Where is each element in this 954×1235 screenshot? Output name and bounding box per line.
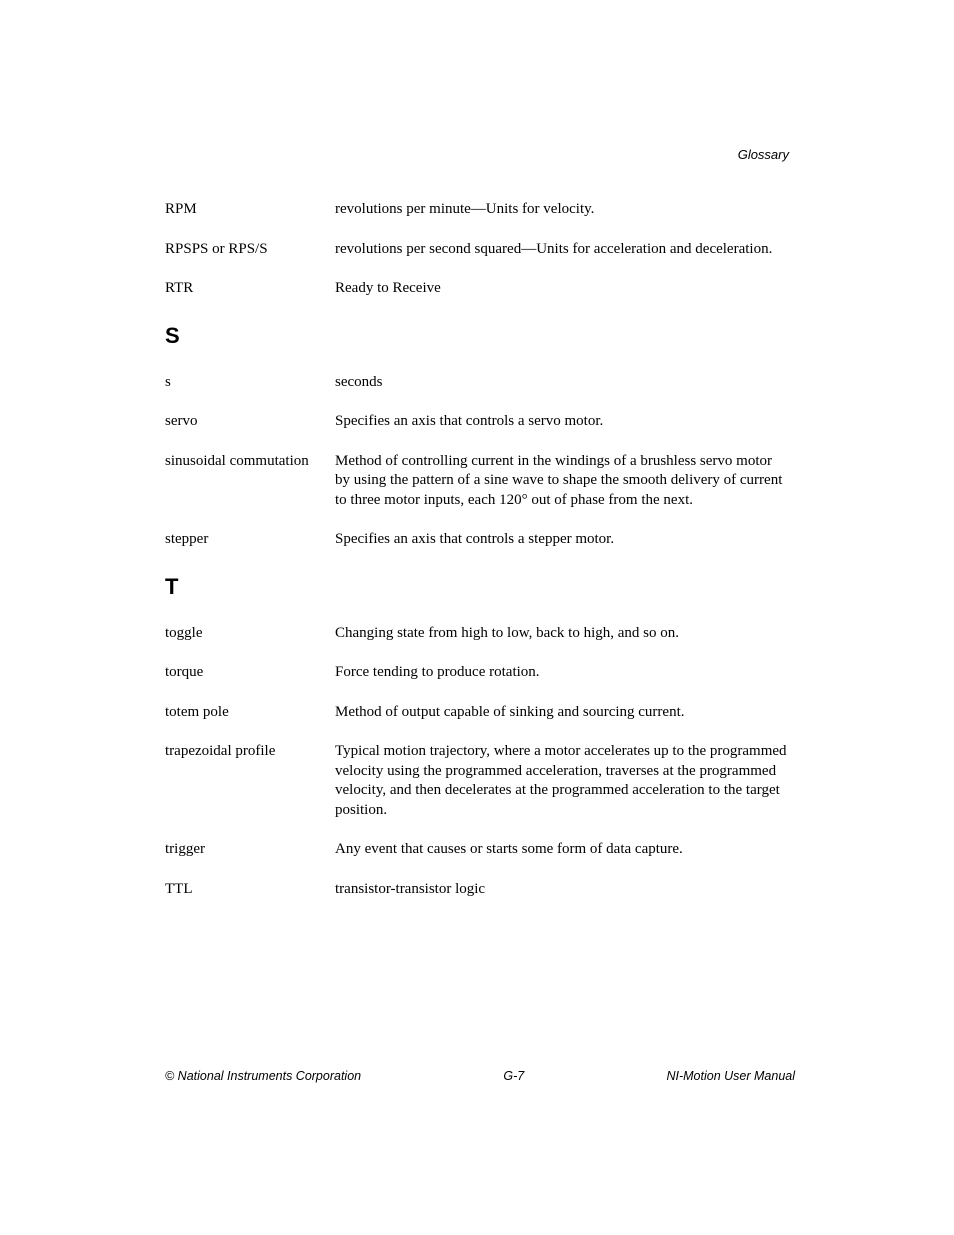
term-text: trapezoidal profile xyxy=(165,742,335,762)
definition-text: Typical motion trajectory, where a motor… xyxy=(335,742,790,820)
definition-text: seconds xyxy=(335,373,790,393)
term-text: torque xyxy=(165,663,335,683)
term-text: servo xyxy=(165,412,335,432)
glossary-entry: s seconds xyxy=(165,373,790,393)
definition-text: Any event that causes or starts some for… xyxy=(335,840,790,860)
definition-text: Specifies an axis that controls a steppe… xyxy=(335,530,790,550)
term-text: stepper xyxy=(165,530,335,550)
header-label: Glossary xyxy=(738,147,789,162)
glossary-entry: RTR Ready to Receive xyxy=(165,279,790,299)
glossary-entry: totem pole Method of output capable of s… xyxy=(165,703,790,723)
term-text: RPSPS or RPS/S xyxy=(165,240,335,260)
footer-page-number: G-7 xyxy=(503,1069,524,1083)
glossary-content: RPM revolutions per minute—Units for vel… xyxy=(165,200,790,919)
term-text: totem pole xyxy=(165,703,335,723)
page-footer: © National Instruments Corporation G-7 N… xyxy=(165,1069,795,1083)
definition-text: Method of controlling current in the win… xyxy=(335,452,790,511)
definition-text: revolutions per second squared—Units for… xyxy=(335,240,790,260)
term-text: s xyxy=(165,373,335,393)
definition-text: Specifies an axis that controls a servo … xyxy=(335,412,790,432)
footer-manual-title: NI-Motion User Manual xyxy=(666,1069,795,1083)
glossary-entry: RPM revolutions per minute—Units for vel… xyxy=(165,200,790,220)
glossary-entry: trigger Any event that causes or starts … xyxy=(165,840,790,860)
definition-text: Force tending to produce rotation. xyxy=(335,663,790,683)
glossary-entry: toggle Changing state from high to low, … xyxy=(165,624,790,644)
glossary-entry: stepper Specifies an axis that controls … xyxy=(165,530,790,550)
page-header-section: Glossary xyxy=(738,147,789,162)
glossary-entry: torque Force tending to produce rotation… xyxy=(165,663,790,683)
term-text: toggle xyxy=(165,624,335,644)
section-heading-t: T xyxy=(165,574,790,600)
definition-text: revolutions per minute—Units for velocit… xyxy=(335,200,790,220)
footer-copyright: © National Instruments Corporation xyxy=(165,1069,361,1083)
definition-text: Changing state from high to low, back to… xyxy=(335,624,790,644)
glossary-entry: sinusoidal commutation Method of control… xyxy=(165,452,790,511)
term-text: RTR xyxy=(165,279,335,299)
definition-text: Ready to Receive xyxy=(335,279,790,299)
glossary-entry: RPSPS or RPS/S revolutions per second sq… xyxy=(165,240,790,260)
glossary-entry: servo Specifies an axis that controls a … xyxy=(165,412,790,432)
definition-text: Method of output capable of sinking and … xyxy=(335,703,790,723)
definition-text: transistor-transistor logic xyxy=(335,880,790,900)
term-text: trigger xyxy=(165,840,335,860)
glossary-entry: trapezoidal profile Typical motion traje… xyxy=(165,742,790,820)
term-text: TTL xyxy=(165,880,335,900)
term-text: sinusoidal commutation xyxy=(165,452,335,472)
glossary-entry: TTL transistor-transistor logic xyxy=(165,880,790,900)
term-text: RPM xyxy=(165,200,335,220)
section-heading-s: S xyxy=(165,323,790,349)
